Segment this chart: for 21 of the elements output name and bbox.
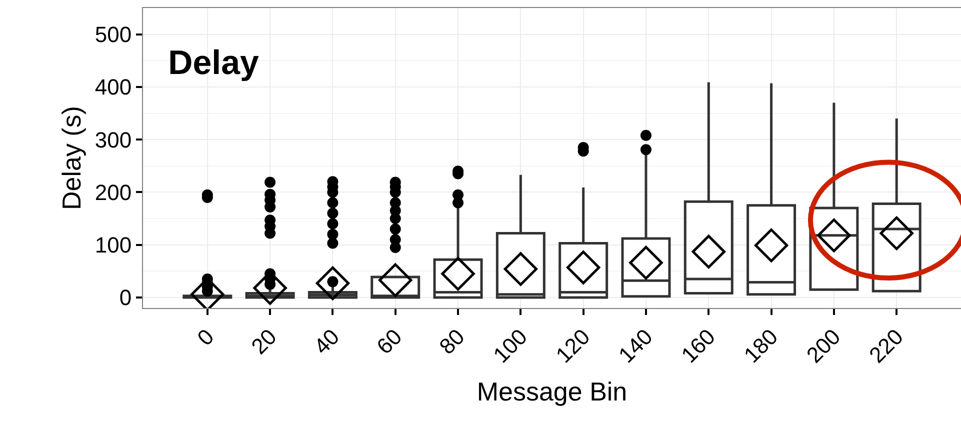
y-tick-label: 200 [94,180,132,205]
y-axis-title: Delay (s) [56,106,86,210]
x-tick-label: 140 [614,324,658,368]
x-tick-label: 220 [864,324,908,368]
x-tick-label: 60 [372,324,407,360]
y-tick-label: 100 [94,232,132,258]
text: Delay [168,44,259,82]
x-tick-label: 0 [192,324,219,350]
y-tick-label: 500 [94,22,132,48]
x-tick-label: 100 [488,324,532,368]
x-tick-label: 40 [309,324,344,360]
y-tick-label: 400 [94,74,132,100]
x-tick-label: 20 [246,324,282,360]
x-tick-label: 120 [551,324,595,368]
y-tick-label: 0 [119,285,132,310]
x-axis-title: Message Bin [476,376,628,406]
x-tick-label: 200 [802,324,846,368]
x-tick-label: 80 [434,324,470,360]
x-tick-label: 160 [676,324,720,368]
x-tick-label: 180 [738,324,783,368]
y-tick-label: 300 [94,127,132,152]
